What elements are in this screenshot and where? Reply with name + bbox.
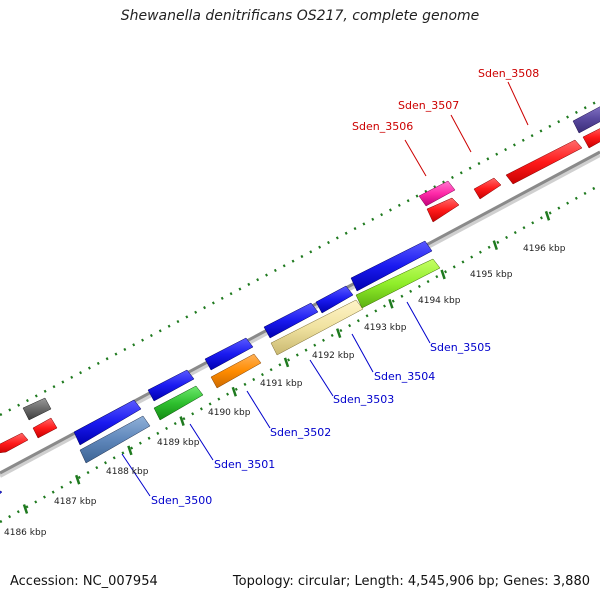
gene-arrow-reverse	[263, 302, 319, 339]
gene-arrow-reverse	[147, 369, 195, 402]
major-tick	[179, 416, 185, 426]
major-tick	[388, 298, 394, 309]
gene-arrow-forward	[572, 106, 600, 134]
gene-arrow-forward	[32, 417, 58, 439]
gene-arrow-reverse	[315, 285, 354, 314]
tick-label: 4188 kbp	[106, 467, 149, 477]
gene-arrow-reverse-sden-3501	[153, 385, 204, 421]
gene-labels-forward: Sden_3506 Sden_3507 Sden_3508	[352, 67, 539, 133]
major-tick	[75, 474, 81, 485]
gene-arrow-reverse-sden-3503	[270, 299, 364, 356]
gene-arrow-reverse-sden-3500	[79, 415, 151, 464]
major-tick	[440, 269, 446, 280]
gene-label-sden-3501: Sden_3501	[214, 458, 275, 471]
major-tick	[283, 357, 290, 368]
major-tick	[544, 210, 551, 221]
gene-label-sden-3508: Sden_3508	[478, 67, 539, 80]
genome-summary-text: Topology: circular; Length: 4,545,906 bp…	[232, 574, 590, 589]
gene-label-sden-3504: Sden_3504	[374, 370, 435, 383]
gene-label-sden-3503: Sden_3503	[333, 393, 394, 406]
major-tick	[492, 240, 498, 251]
tick-label: 4191 kbp	[260, 379, 303, 389]
gene-label-sden-3507: Sden_3507	[398, 99, 459, 112]
gene-label-sden-3506: Sden_3506	[352, 120, 413, 133]
gene-arrow-reverse-sden-3504	[355, 258, 441, 309]
reverse-label-leaders	[121, 301, 431, 497]
accession-text: Accession: NC_007954	[10, 574, 158, 589]
gene-arrow-reverse	[0, 490, 3, 495]
gene-arrow-forward-sden-3506	[426, 197, 460, 223]
gene-arrow-forward	[582, 128, 600, 149]
genome-title: Shewanella denitrificans OS217, complete…	[120, 8, 480, 24]
gene-arrow-forward-sden-3508	[505, 139, 583, 185]
tick-label: 4195 kbp	[470, 270, 513, 280]
gene-arrow-forward-sden-3507	[473, 177, 502, 200]
major-tick	[22, 504, 29, 514]
tick-label: 4187 kbp	[54, 497, 97, 507]
gene-label-sden-3505: Sden_3505	[430, 341, 491, 354]
major-tick	[231, 386, 237, 397]
gene-arrow-reverse	[204, 337, 254, 371]
major-tick	[336, 328, 342, 338]
tick-label: 4196 kbp	[523, 244, 566, 254]
tick-label: 4186 kbp	[4, 528, 47, 538]
scale-tick-labels: 4186 kbp 4187 kbp 4188 kbp 4189 kbp 4190…	[4, 244, 566, 538]
forward-strand-genes	[0, 106, 600, 454]
tick-label: 4189 kbp	[157, 438, 200, 448]
forward-label-leaders	[404, 81, 529, 177]
gene-label-sden-3502: Sden_3502	[270, 426, 331, 439]
gene-arrow-reverse-sden-3502	[210, 353, 262, 389]
tick-label: 4193 kbp	[364, 323, 407, 333]
gene-labels-reverse: Sden_3500 Sden_3501 Sden_3502 Sden_3503 …	[151, 341, 491, 507]
reverse-strand-genes	[0, 240, 441, 495]
tick-label: 4192 kbp	[312, 351, 355, 361]
gene-arrow-forward	[418, 180, 456, 207]
outer-dotted-track	[0, 98, 600, 417]
gene-label-sden-3500: Sden_3500	[151, 494, 212, 507]
gene-arrow-forward	[0, 432, 29, 454]
major-ticks	[22, 210, 551, 514]
gene-arrow-forward	[22, 397, 52, 421]
inner-dotted-track	[0, 183, 600, 524]
tick-label: 4190 kbp	[208, 408, 251, 418]
major-tick	[127, 445, 133, 456]
gene-arrow-reverse-sden-3505	[350, 240, 433, 292]
gene-arrow-reverse	[73, 399, 142, 446]
tick-label: 4194 kbp	[418, 296, 461, 306]
